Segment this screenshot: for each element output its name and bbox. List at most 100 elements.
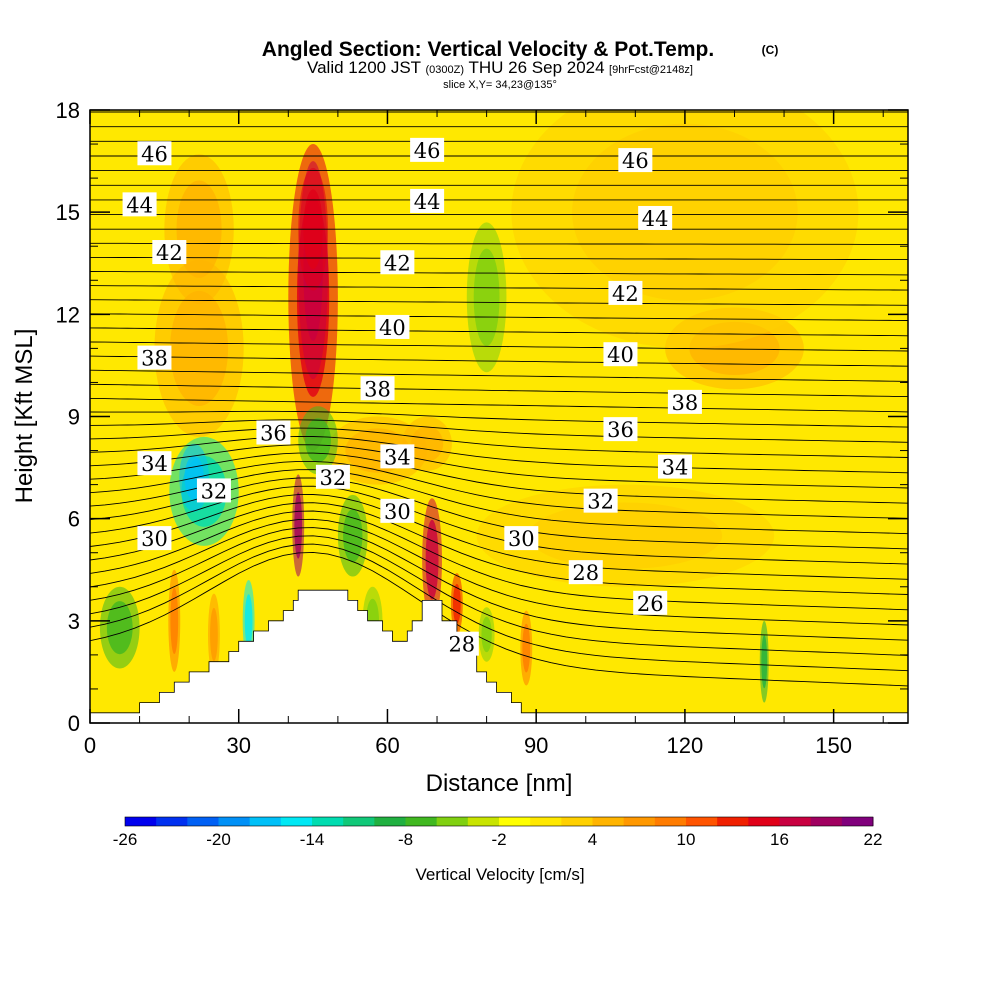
colorbar-swatch [249,817,282,826]
isentrope-26 [90,285,908,291]
colorbar-swatch [561,817,593,826]
contour-label: 44 [410,188,445,214]
contour-label-text: 44 [642,207,669,231]
colorbar-tick-label: -8 [398,830,413,849]
isentrope-25 [90,299,908,306]
contour-label-text: 30 [508,527,535,551]
contour-label-text: 30 [141,527,168,551]
contour-label: 42 [152,240,187,265]
velocity-cell-7 [466,222,507,373]
isentrope-13 [90,444,908,489]
chart-title: Angled Section: Vertical Velocity & Pot.… [262,38,714,61]
contour-label: 46 [410,137,445,163]
isentrope-2 [90,535,908,656]
isentrope-17 [90,410,908,428]
contour-label: 44 [122,192,157,217]
isentrope-4 [90,518,908,626]
colorbar-tick-label: -14 [300,830,325,849]
x-tick-label: 0 [84,733,96,758]
contour-label: 28 [444,631,479,657]
colorbar-tick-label: 10 [677,830,696,849]
velocity-cell-15 [298,406,338,475]
colorbar-swatch [187,817,219,826]
colorbar-swatch [717,817,749,826]
plot-area [90,110,908,723]
contour-label-text: 46 [141,142,168,166]
colorbar-swatch [779,817,812,826]
contour-label: 32 [583,488,618,514]
velocity-cell-23 [478,607,495,662]
contour-label-text: 44 [414,190,441,214]
isentrope-28 [90,256,908,261]
valid-time-line: Valid 1200 JST (0300Z) THU 26 Sep 2024 [… [307,58,693,77]
velocity-cell-10 [402,416,452,471]
colorbar-label: Vertical Velocity [cm/s] [415,865,584,884]
colorbar-swatch [686,817,718,826]
contour-label-text: 38 [364,377,391,401]
velocity-cell-17 [292,474,305,577]
colorbar-swatch [156,817,188,826]
isentrope-16 [90,419,908,443]
isentrope-3 [90,527,908,641]
colorbar-tick-label: 4 [588,830,597,849]
contour-label-text: 44 [126,193,153,217]
colorbar-swatch [748,817,780,826]
colorbar-swatch [592,817,625,826]
colorbar-swatch [125,817,157,826]
contour-label-text: 42 [384,251,411,275]
contour-label-text: 36 [260,422,287,446]
contour-label: 30 [137,526,172,551]
velocity-cell-20 [168,569,181,672]
y-tick-label: 18 [56,98,80,123]
colorbar-swatch [623,817,656,826]
y-tick-label: 15 [56,200,80,225]
chart-title-suffix: (C) [762,43,779,57]
colorbar-swatch [374,817,406,826]
contour-label: 36 [256,420,291,446]
isentrope-11 [90,460,908,519]
terrain [90,589,908,723]
contour-label: 46 [618,148,653,173]
contour-label: 40 [603,342,638,367]
isentrope-22 [90,341,908,352]
colorbar-swatch [810,817,843,826]
colorbar-tick-label: -26 [113,830,138,849]
contour-label: 34 [137,451,172,476]
isentrope-6 [90,502,908,595]
y-axis-label: Height [Kft MSL] [11,329,38,504]
velocity-cell-8 [476,484,775,587]
isentrope-27 [90,271,908,276]
slice-info: slice X,Y= 34,23@135° [443,79,557,91]
y-tick-label: 9 [68,405,80,430]
isentrope-5 [90,510,908,611]
isentrope-29 [90,242,908,245]
colorbar-swatch [343,817,375,826]
contour-label: 30 [504,526,539,551]
contour-label-text: 28 [448,633,475,657]
colorbar-swatch [405,817,438,826]
y-tick-label: 12 [56,302,80,327]
contour-label-text: 42 [156,241,183,265]
contour-label: 44 [638,205,673,231]
contour-label-text: 34 [384,445,411,469]
contour-label: 30 [380,498,415,524]
colorbar-tick-label: -2 [491,830,506,849]
contour-label: 40 [375,314,410,340]
contour-label: 42 [380,250,415,275]
terrain-mask [90,589,908,723]
potential-temperature-contours [90,111,908,687]
y-tick-label: 3 [68,609,80,634]
colorbar-swatch [218,817,251,826]
contour-label-text: 40 [607,343,634,367]
contour-label-text: 34 [141,452,168,476]
contour-label-text: 34 [662,456,689,480]
colorbar-swatch [654,817,687,826]
isentrope-20 [90,369,908,382]
contour-label-text: 46 [414,139,441,163]
contour-label: 26 [633,590,668,616]
contour-label: 34 [380,444,415,469]
contour-label-text: 46 [622,149,649,173]
